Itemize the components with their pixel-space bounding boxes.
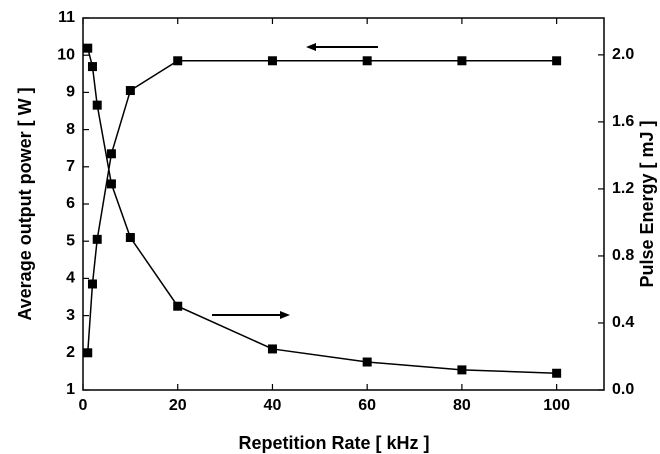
y-tick-label: 7 <box>66 158 75 175</box>
x-tick-label: 40 <box>264 397 282 414</box>
marker <box>457 56 467 66</box>
y2-tick-label: 0.8 <box>612 247 634 264</box>
marker <box>173 301 183 311</box>
x-tick-label: 20 <box>169 397 187 414</box>
marker <box>83 43 93 53</box>
y2-tick-label: 1.6 <box>612 113 634 130</box>
y-tick-label: 1 <box>66 381 75 398</box>
y-tick-label: 6 <box>66 195 75 212</box>
y2-axis-label: Pulse Energy [ mJ ] <box>637 120 657 287</box>
plot-frame <box>82 17 605 391</box>
marker <box>125 86 135 96</box>
y-tick-label: 2 <box>66 344 75 361</box>
marker <box>552 368 562 378</box>
y-tick-label: 5 <box>66 232 75 249</box>
marker <box>362 357 372 367</box>
marker <box>92 234 102 244</box>
marker <box>83 348 93 358</box>
y2-tick-label: 0.0 <box>612 381 634 398</box>
marker <box>362 56 372 66</box>
y2-tick-label: 1.2 <box>612 180 634 197</box>
annotation-arrows <box>212 43 378 319</box>
y-tick-label: 10 <box>57 46 75 63</box>
y2-tick-label: 0.4 <box>612 314 634 331</box>
marker <box>92 100 102 110</box>
y-tick-label: 4 <box>66 270 75 287</box>
y-tick-label: 11 <box>58 9 75 26</box>
marker <box>87 279 97 289</box>
marker <box>106 179 116 189</box>
marker <box>173 56 183 66</box>
marker <box>267 344 277 354</box>
y2-tick-label: 2.0 <box>612 46 634 63</box>
marker <box>457 365 467 375</box>
series-line <box>86 60 557 353</box>
marker <box>125 233 135 243</box>
x-tick-label: 80 <box>453 397 471 414</box>
marker <box>106 149 116 159</box>
marker <box>267 56 277 66</box>
x-tick-label: 100 <box>543 397 570 414</box>
y-tick-label: 9 <box>66 84 75 101</box>
marker <box>552 56 562 66</box>
marker <box>87 62 97 72</box>
x-tick-label: 0 <box>79 397 88 414</box>
series-line <box>87 47 557 374</box>
y-tick-label: 3 <box>66 307 75 324</box>
y-tick-label: 8 <box>66 121 75 138</box>
x-tick-label: 60 <box>358 397 376 414</box>
x-axis-label: Repetition Rate [ kHz ] <box>238 433 429 453</box>
y-axis-label: Average output power [ W ] <box>15 87 35 320</box>
